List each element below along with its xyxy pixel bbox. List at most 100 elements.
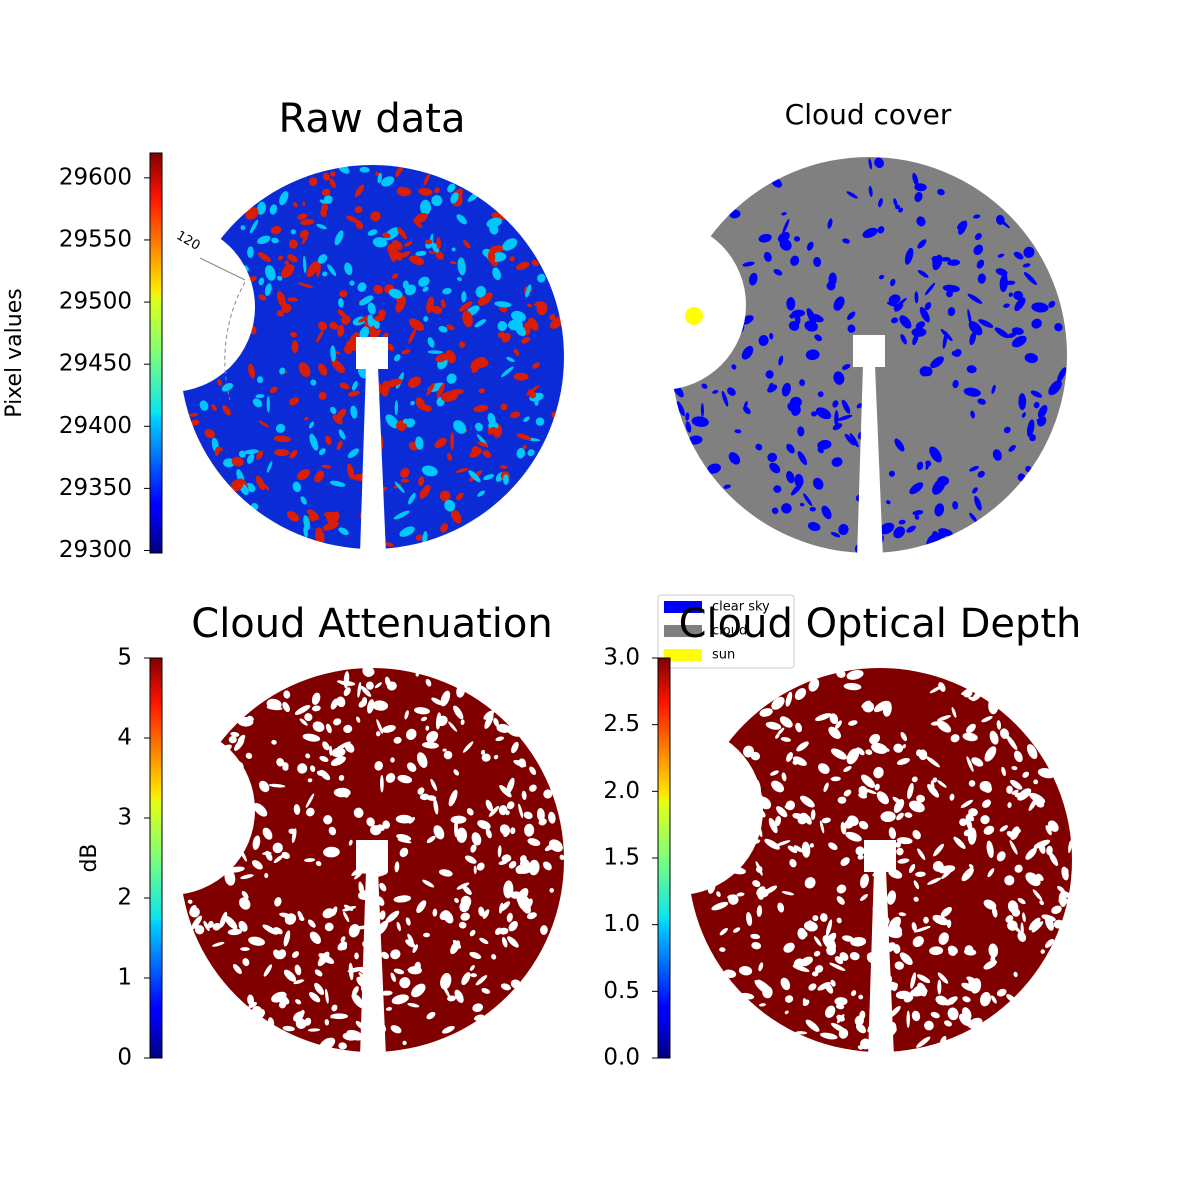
- image-blob: [418, 476, 425, 487]
- image-blob: [963, 387, 981, 397]
- image-blob: [829, 962, 846, 971]
- image-blob: [503, 474, 509, 485]
- image-blob: [485, 799, 493, 812]
- image-blob: [247, 715, 254, 722]
- image-blob: [440, 522, 449, 533]
- image-blob: [385, 414, 399, 429]
- image-blob: [467, 191, 481, 202]
- image-blob: [988, 696, 999, 715]
- image-blob: [528, 859, 540, 876]
- image-blob: [500, 403, 508, 411]
- image-blob: [1017, 788, 1032, 801]
- image-blob: [847, 324, 856, 333]
- image-blob: [896, 812, 904, 821]
- image-blob: [224, 869, 236, 886]
- image-blob: [1036, 873, 1044, 881]
- image-blob: [264, 283, 272, 296]
- image-blob: [961, 690, 969, 695]
- image-blob: [773, 269, 783, 276]
- image-blob: [316, 330, 324, 343]
- image-blob: [269, 204, 278, 215]
- image-blob: [863, 788, 877, 795]
- image-blob: [813, 936, 822, 947]
- image-blob: [492, 267, 502, 281]
- image-blob: [479, 937, 489, 945]
- image-blob: [294, 704, 311, 715]
- image-blob: [734, 429, 742, 434]
- image-blob: [400, 478, 410, 483]
- image-blob: [535, 417, 545, 426]
- image-blob: [504, 881, 512, 889]
- image-blob: [929, 946, 944, 956]
- image-blob: [865, 749, 873, 755]
- image-blob: [476, 862, 485, 871]
- image-blob: [756, 822, 763, 838]
- image-blob: [341, 314, 351, 325]
- image-blob: [829, 713, 839, 725]
- image-blob: [840, 857, 850, 866]
- image-blob: [367, 699, 375, 714]
- image-blob: [811, 971, 819, 977]
- image-blob: [319, 1037, 336, 1051]
- image-blob: [470, 844, 477, 853]
- image-blob: [916, 974, 931, 984]
- image-blob: [769, 332, 774, 340]
- image-blob: [307, 778, 313, 783]
- image-blob: [551, 411, 556, 418]
- image-blob: [375, 171, 380, 176]
- image-blob: [404, 241, 413, 247]
- image-blob: [399, 526, 415, 537]
- image-blob: [315, 527, 322, 534]
- image-blob: [370, 450, 380, 456]
- image-blob: [377, 433, 384, 451]
- image-blob: [740, 799, 747, 806]
- image-blob: [986, 840, 994, 858]
- image-blob: [203, 776, 213, 786]
- image-blob: [394, 354, 401, 362]
- image-blob: [767, 452, 778, 462]
- image-blob: [434, 437, 447, 449]
- image-blob: [937, 972, 949, 984]
- image-blob: [189, 412, 199, 417]
- image-blob: [468, 470, 481, 483]
- image-blob: [796, 741, 809, 752]
- image-blob: [1007, 900, 1019, 914]
- image-blob: [950, 734, 960, 743]
- image-blob: [329, 178, 336, 189]
- image-blob: [330, 698, 339, 710]
- image-blob: [891, 317, 899, 324]
- image-blob: [332, 511, 340, 522]
- image-blob: [304, 416, 309, 421]
- image-blob: [489, 245, 505, 253]
- image-blob: [415, 436, 424, 450]
- image-blob: [862, 701, 875, 713]
- image-blob: [866, 952, 877, 964]
- image-blob: [482, 909, 490, 919]
- image-blob: [360, 353, 368, 363]
- annotation-circle: [224, 281, 246, 401]
- image-blob: [297, 282, 314, 288]
- image-blob: [851, 990, 857, 997]
- image-blob: [858, 994, 864, 1000]
- image-blob: [214, 789, 228, 801]
- image-blob: [510, 411, 521, 419]
- image-blob: [712, 843, 720, 852]
- image-blob: [1040, 949, 1045, 954]
- image-blob: [1008, 444, 1016, 452]
- image-blob: [828, 726, 841, 739]
- colorbar-tick-label: 29550: [59, 226, 132, 252]
- image-blob: [367, 314, 374, 328]
- image-blob: [979, 780, 992, 792]
- image-blob: [861, 774, 876, 788]
- image-blob: [508, 861, 517, 869]
- image-blob: [846, 748, 860, 765]
- image-blob: [874, 891, 882, 903]
- image-blob: [966, 723, 976, 734]
- image-blob: [1028, 795, 1039, 811]
- image-blob: [497, 845, 502, 858]
- image-blob: [913, 925, 931, 933]
- image-blob: [218, 315, 226, 325]
- image-blob: [391, 994, 409, 1005]
- colorbar-tick-label: 2.0: [603, 778, 640, 804]
- image-blob: [230, 478, 244, 492]
